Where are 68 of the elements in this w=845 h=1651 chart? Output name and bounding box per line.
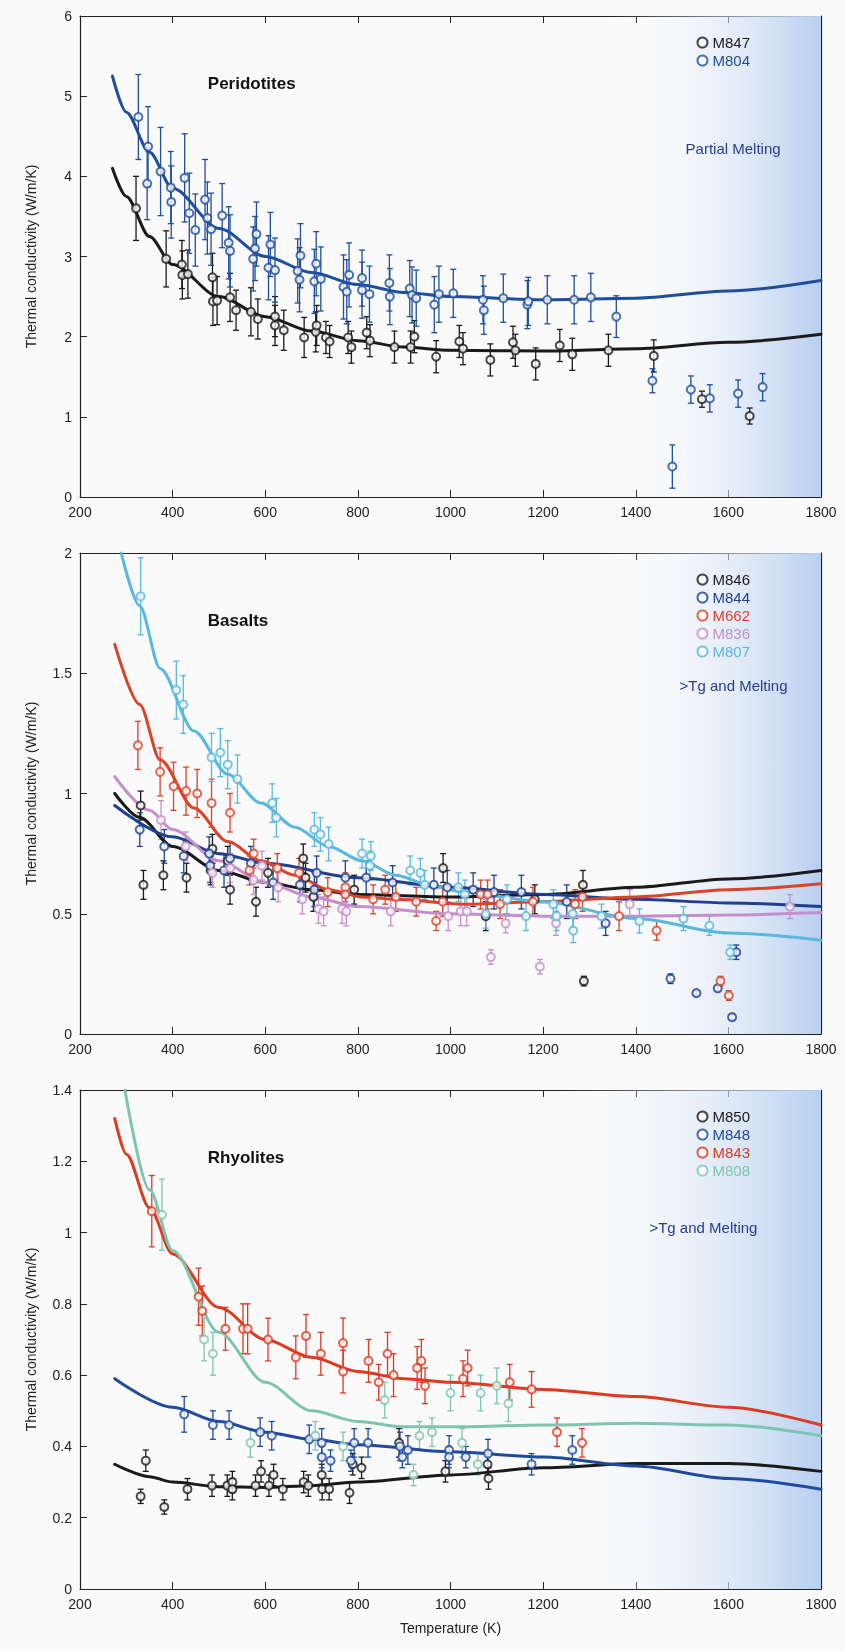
y-tick-label: 1	[64, 1224, 73, 1241]
y-tick-label: 3	[64, 248, 73, 265]
x-tick-label: 600	[253, 504, 278, 520]
x-tick-label: 200	[68, 504, 92, 520]
y-tick-label: 1.4	[52, 1082, 73, 1098]
x-tick-label: 1000	[434, 504, 467, 520]
legend-label: M807	[712, 643, 751, 660]
y-tick-label: 5	[64, 88, 73, 105]
y-tick-label: 2	[64, 545, 73, 561]
x-tick-label: 1000	[434, 1041, 467, 1057]
y-axis-title: Thermal conductivity (W/m/K)	[23, 164, 39, 349]
x-tick-label: 1000	[434, 1596, 467, 1612]
x-tick-label: 1200	[527, 1596, 559, 1612]
x-tick-label: 800	[346, 1596, 370, 1612]
x-tick-label: 1600	[712, 1041, 745, 1057]
x-tick-label: 1800	[805, 504, 837, 520]
y-tick-label: 1	[64, 408, 73, 425]
text: Rhyolites	[207, 1148, 285, 1167]
text: Peridotites	[207, 74, 296, 93]
x-tick-label: 1400	[620, 504, 652, 520]
x-tick-label: 600	[253, 1596, 278, 1612]
x-tick-label: 1200	[527, 1041, 559, 1057]
x-tick-label: 400	[160, 1041, 185, 1057]
x-tick-label: 1600	[712, 504, 745, 520]
x-tick-label: 400	[160, 1596, 185, 1612]
y-tick-label: 6	[64, 8, 73, 24]
legend-label: M844	[712, 589, 751, 606]
x-tick-label: 200	[68, 1596, 92, 1612]
x-tick-label: 800	[346, 1041, 370, 1057]
y-tick-label: 0.6	[52, 1367, 73, 1384]
x-tick-label: 200	[68, 1041, 92, 1057]
y-tick-label: 1.5	[52, 665, 73, 682]
legend-label: M848	[712, 1126, 751, 1143]
x-tick-label: 600	[253, 1041, 278, 1057]
y-tick-label: 1.2	[52, 1153, 73, 1170]
legend-label: M808	[712, 1162, 751, 1179]
y-tick-label: 0	[64, 1581, 73, 1597]
y-tick-label: 0.5	[52, 905, 73, 922]
band-label: Partial Melting	[685, 140, 781, 158]
x-tick-label: 800	[346, 504, 370, 520]
y-tick-label: 0.4	[52, 1438, 73, 1455]
x-tick-label: 400	[160, 504, 185, 520]
legend-label: M850	[712, 1108, 751, 1125]
legend-label: M804	[712, 52, 751, 69]
x-tick-label: 1400	[620, 1041, 652, 1057]
y-tick-label: 0.2	[52, 1509, 73, 1526]
y-axis-title: Thermal conductivity (W/m/K)	[23, 1247, 39, 1432]
x-tick-label: 1800	[805, 1041, 837, 1057]
legend-label: M846	[712, 571, 751, 588]
y-tick-label: 0	[64, 1026, 73, 1042]
legend-label: M847	[712, 34, 751, 51]
x-tick-label: 1600	[712, 1596, 745, 1612]
band-label: >Tg and Melting	[679, 677, 788, 695]
y-tick-label: 1	[64, 785, 73, 802]
y-tick-label: 4	[64, 168, 73, 185]
y-axis-title: Thermal conductivity (W/m/K)	[23, 701, 39, 886]
band-label: >Tg and Melting	[649, 1218, 758, 1236]
legend-label: M662	[712, 607, 751, 624]
y-tick-label: 0	[64, 489, 73, 505]
y-tick-label: 0.8	[52, 1295, 73, 1312]
x-tick-label: 1400	[620, 1596, 652, 1612]
legend-label: M843	[712, 1144, 751, 1161]
x-tick-label: 1800	[805, 1596, 837, 1612]
legend-label: M836	[712, 625, 751, 642]
y-tick-label: 2	[64, 328, 73, 345]
x-tick-label: 1200	[527, 504, 559, 520]
x-axis-title: Temperature (K)	[399, 1620, 502, 1636]
text: Basalts	[207, 611, 269, 630]
